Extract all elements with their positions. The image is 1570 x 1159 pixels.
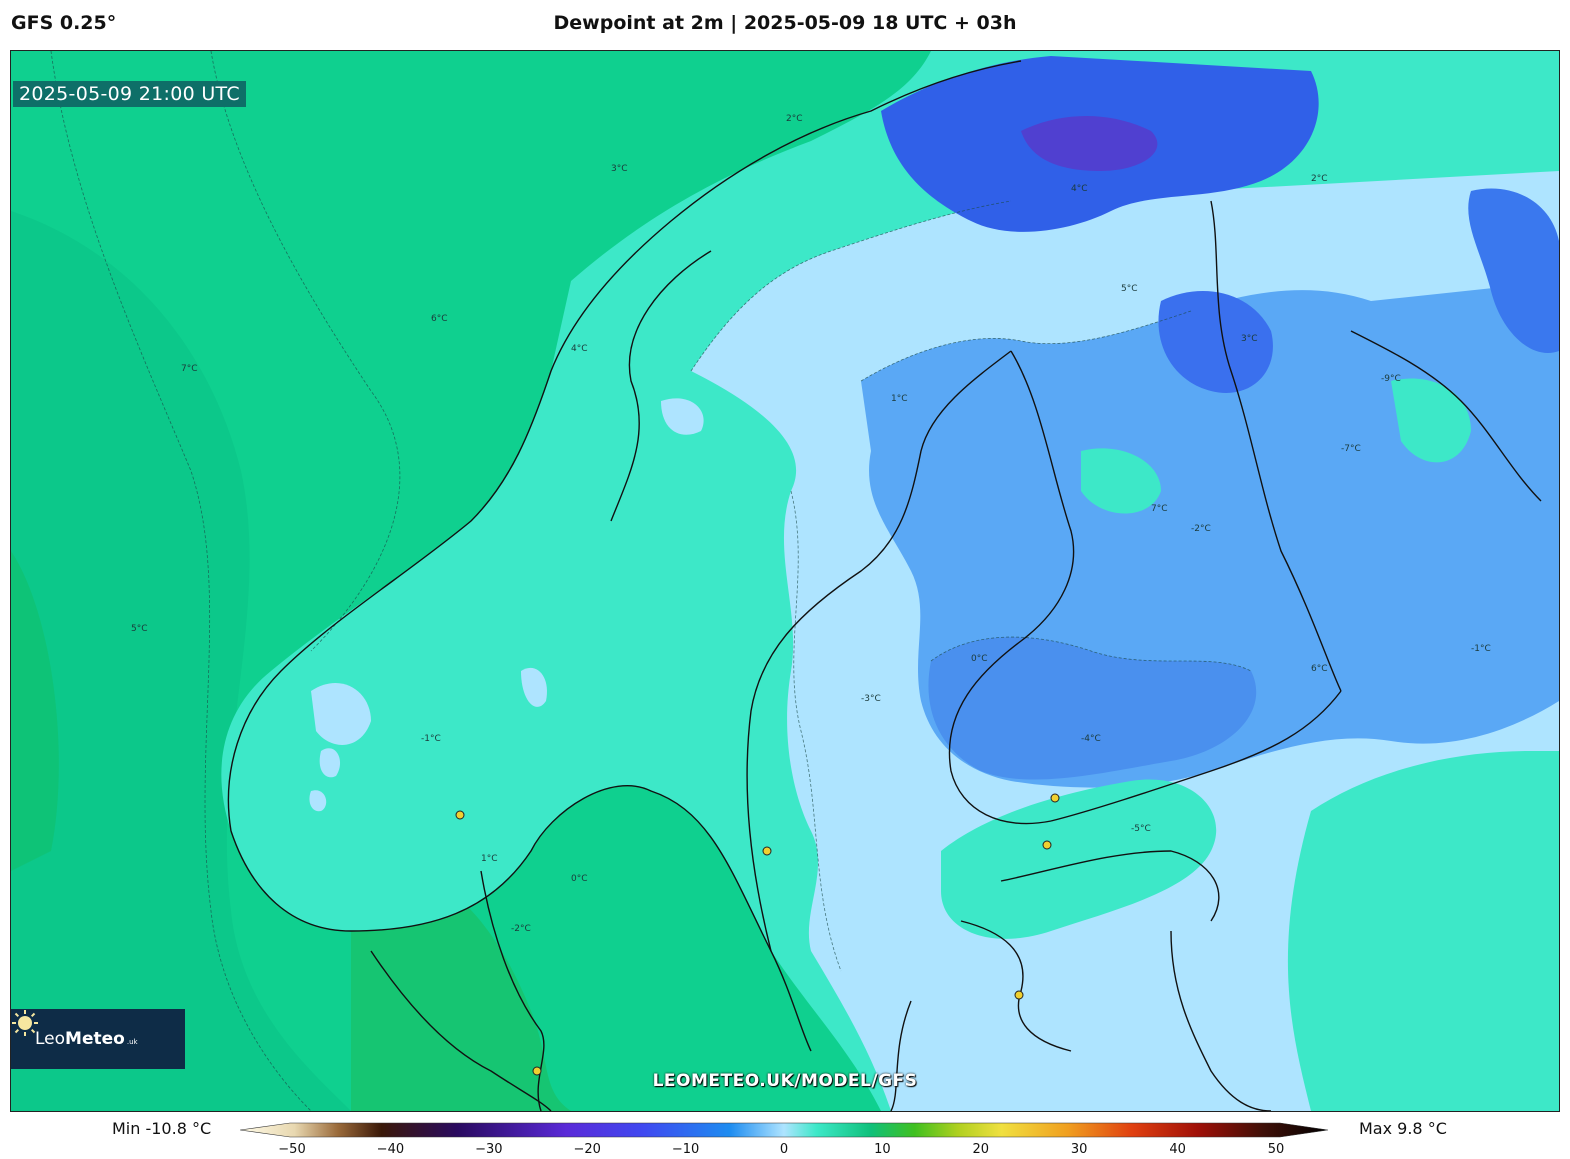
- contour-label: -7°C: [1341, 444, 1361, 454]
- colorbar-tick-label: −10: [671, 1142, 700, 1157]
- contour-label: 1°C: [481, 854, 498, 864]
- contour-label: -9°C: [1381, 374, 1401, 384]
- colorbar-tick-label: −30: [475, 1142, 503, 1157]
- max-value-label: Max 9.8 °C: [1359, 1119, 1447, 1138]
- colorbar-tick-label: 40: [1169, 1142, 1186, 1157]
- contour-label: 6°C: [1311, 664, 1328, 674]
- colorbar-tick-label: −50: [278, 1142, 306, 1157]
- colorbar-tick-label: 30: [1070, 1142, 1088, 1157]
- contour-label: 1°C: [891, 394, 908, 404]
- contour-label: 7°C: [181, 364, 198, 374]
- contour-label: -1°C: [421, 734, 441, 744]
- colorbar-tick-label: 0: [779, 1142, 789, 1157]
- colorbar-tick-label: 10: [874, 1142, 891, 1157]
- contour-label: 5°C: [131, 624, 148, 634]
- contour-label: 3°C: [1241, 334, 1258, 344]
- contour-label: 2°C: [1311, 174, 1328, 184]
- colorbar-tick-label: 50: [1267, 1142, 1285, 1157]
- contour-label: 4°C: [1071, 184, 1088, 194]
- contour-label: 0°C: [571, 874, 588, 884]
- contour-label: -2°C: [1191, 524, 1211, 534]
- sun-icon: [12, 1010, 38, 1036]
- dewpoint-map[interactable]: 7°C 6°C 5°C 4°C 3°C 2°C 1°C 0°C -1°C -2°C -3°C -4°C…: [10, 50, 1560, 1112]
- contour-label: -3°C: [861, 694, 881, 704]
- map-canvas: 7°C 6°C 5°C 4°C 3°C 2°C 1°C 0°C -1°C -2°C -3°C -4°C…: [11, 51, 1559, 1111]
- colorbar-ticks: −50 −40 −30 −20 −10 0 10 20 30 40 50: [0, 1142, 1570, 1158]
- contour-label: -5°C: [1131, 824, 1151, 834]
- contour-label: 5°C: [1121, 284, 1138, 294]
- contour-label: -4°C: [1081, 734, 1101, 744]
- contour-label: 2°C: [786, 114, 803, 124]
- logo-text: LeoMeteo .uk: [35, 1029, 138, 1049]
- watermark-url[interactable]: LEOMETEO.UK/MODEL/GFS: [652, 1071, 918, 1091]
- leometeo-logo[interactable]: LeoMeteo .uk: [11, 1009, 185, 1069]
- colorbar-tick-label: 20: [972, 1142, 990, 1157]
- valid-time-label: 2025-05-09 21:00 UTC: [13, 81, 246, 107]
- min-value-label: Min -10.8 °C: [112, 1119, 212, 1138]
- contour-label: 6°C: [431, 314, 448, 324]
- contour-label: 4°C: [571, 344, 588, 354]
- chart-title: Dewpoint at 2m | 2025-05-09 18 UTC + 03h: [553, 12, 1017, 34]
- contour-label: -1°C: [1471, 644, 1491, 654]
- colorbar-tick-label: −20: [573, 1142, 601, 1157]
- contour-label: 7°C: [1151, 504, 1168, 514]
- colorbar: [240, 1122, 1329, 1138]
- colorbar-tick-label: −40: [376, 1142, 405, 1157]
- contour-label: 3°C: [611, 164, 628, 174]
- contour-label: -2°C: [511, 924, 531, 934]
- contour-label: 0°C: [971, 654, 988, 664]
- model-name: GFS 0.25°: [11, 12, 117, 34]
